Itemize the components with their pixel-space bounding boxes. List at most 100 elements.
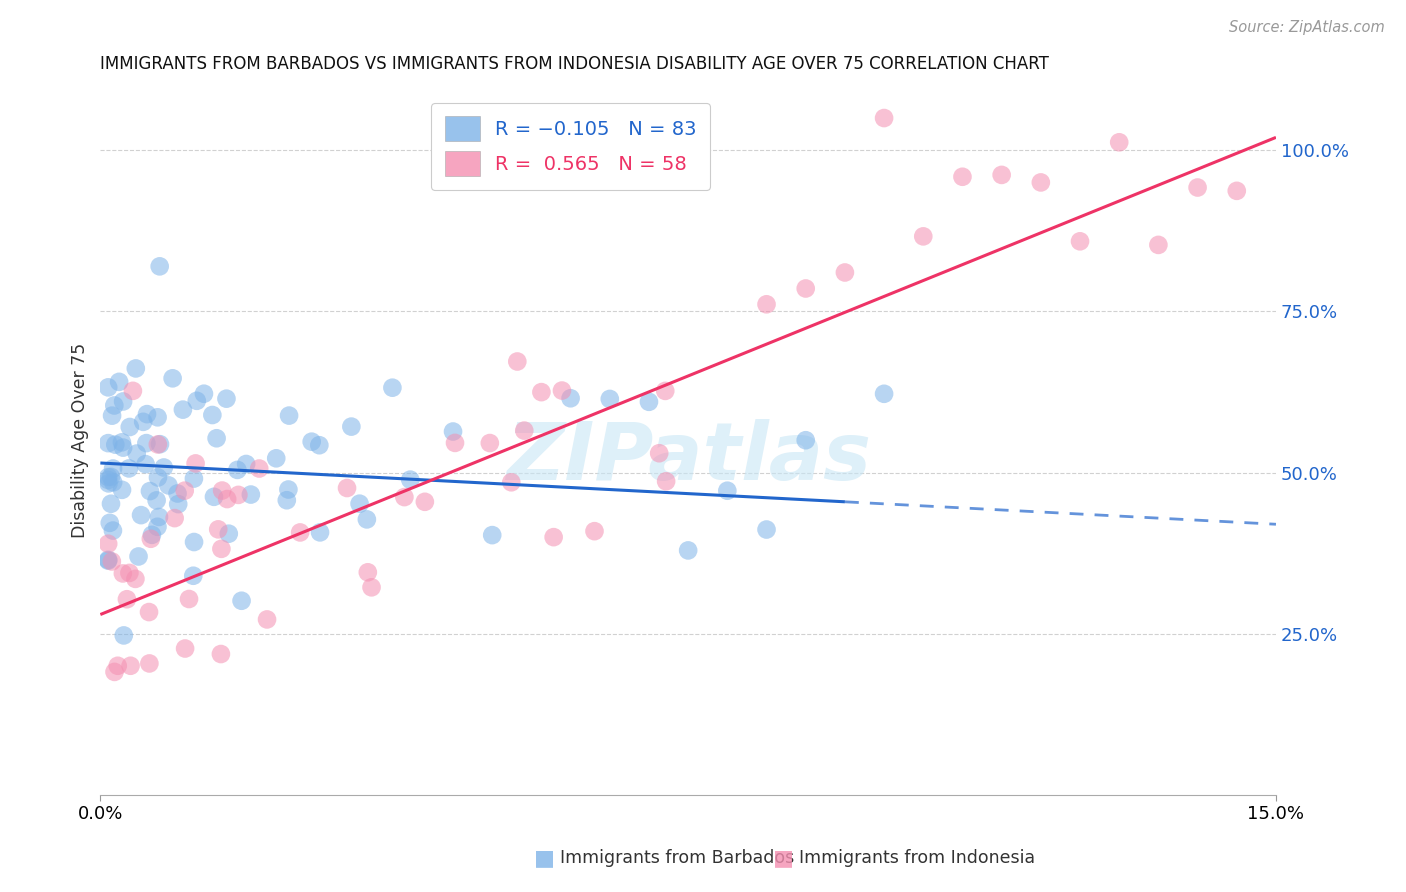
Point xyxy=(357,566,380,580)
Point xyxy=(990,168,1012,182)
Point xyxy=(716,483,738,498)
Text: Immigrants from Indonesia: Immigrants from Indonesia xyxy=(799,849,1035,867)
Point xyxy=(100,470,122,484)
Point xyxy=(1069,235,1091,249)
Text: Source: ZipAtlas.com: Source: ZipAtlas.com xyxy=(1229,20,1385,35)
Point xyxy=(1147,238,1170,252)
Point xyxy=(149,260,172,274)
Point xyxy=(912,229,935,244)
Point xyxy=(149,437,172,451)
Legend: R = −0.105   N = 83, R =  0.565   N = 58: R = −0.105 N = 83, R = 0.565 N = 58 xyxy=(432,103,710,189)
Point xyxy=(1226,184,1249,198)
Point xyxy=(184,457,207,471)
Point xyxy=(97,554,120,568)
Point xyxy=(231,593,253,607)
Point xyxy=(506,354,529,368)
Point xyxy=(139,484,162,499)
Point xyxy=(217,491,239,506)
Point xyxy=(394,490,416,504)
Point xyxy=(218,526,240,541)
Point xyxy=(107,658,129,673)
Point xyxy=(207,522,229,536)
Point xyxy=(118,566,141,580)
Point xyxy=(166,486,188,500)
Point xyxy=(177,592,200,607)
Point xyxy=(145,493,167,508)
Point xyxy=(205,431,228,445)
Point xyxy=(153,460,176,475)
Point xyxy=(215,392,238,406)
Point xyxy=(112,441,135,455)
Point xyxy=(97,473,120,487)
Point xyxy=(654,384,676,398)
Point xyxy=(97,470,120,484)
Point xyxy=(174,641,197,656)
Point xyxy=(120,658,142,673)
Point xyxy=(501,475,523,490)
Point xyxy=(183,535,205,549)
Point xyxy=(209,541,232,556)
Point xyxy=(599,392,621,406)
Point xyxy=(97,553,120,567)
Point xyxy=(101,461,124,475)
Point xyxy=(128,549,150,564)
Point xyxy=(309,525,332,540)
Point xyxy=(1108,136,1130,150)
Point xyxy=(478,436,501,450)
Point xyxy=(655,475,678,489)
Point xyxy=(135,436,157,450)
Point xyxy=(111,435,134,450)
Point xyxy=(103,399,125,413)
Point xyxy=(186,393,208,408)
Point xyxy=(834,265,856,279)
Point xyxy=(264,451,287,466)
Point xyxy=(139,532,162,546)
Point xyxy=(97,436,120,450)
Point xyxy=(794,434,817,448)
Point xyxy=(211,483,233,498)
Point xyxy=(112,394,135,409)
Point xyxy=(278,409,301,423)
Point xyxy=(794,281,817,295)
Text: ■: ■ xyxy=(534,848,555,868)
Y-axis label: Disability Age Over 75: Disability Age Over 75 xyxy=(72,343,89,538)
Point xyxy=(202,490,225,504)
Point xyxy=(444,436,467,450)
Point xyxy=(226,463,249,477)
Point xyxy=(172,402,194,417)
Point xyxy=(530,385,553,400)
Point xyxy=(97,380,120,394)
Point xyxy=(276,493,298,508)
Point xyxy=(560,391,582,405)
Point xyxy=(173,483,195,498)
Point xyxy=(125,361,148,376)
Point xyxy=(167,497,190,511)
Point xyxy=(122,384,145,398)
Point xyxy=(1029,176,1052,190)
Point xyxy=(146,470,169,484)
Point xyxy=(583,524,606,538)
Point xyxy=(135,457,157,471)
Point xyxy=(132,415,155,429)
Point xyxy=(181,568,204,582)
Point xyxy=(399,473,422,487)
Point xyxy=(247,461,270,475)
Point xyxy=(755,297,778,311)
Point xyxy=(103,665,125,679)
Point xyxy=(125,446,148,460)
Point xyxy=(340,419,363,434)
Point xyxy=(228,488,250,502)
Point xyxy=(381,381,404,395)
Point xyxy=(108,375,131,389)
Point xyxy=(98,516,121,530)
Point xyxy=(100,497,122,511)
Point xyxy=(1187,180,1209,194)
Point xyxy=(308,438,330,452)
Point xyxy=(551,384,574,398)
Point xyxy=(209,647,232,661)
Point xyxy=(115,592,138,607)
Point xyxy=(146,437,169,451)
Point xyxy=(124,572,146,586)
Point xyxy=(349,497,371,511)
Point xyxy=(755,523,778,537)
